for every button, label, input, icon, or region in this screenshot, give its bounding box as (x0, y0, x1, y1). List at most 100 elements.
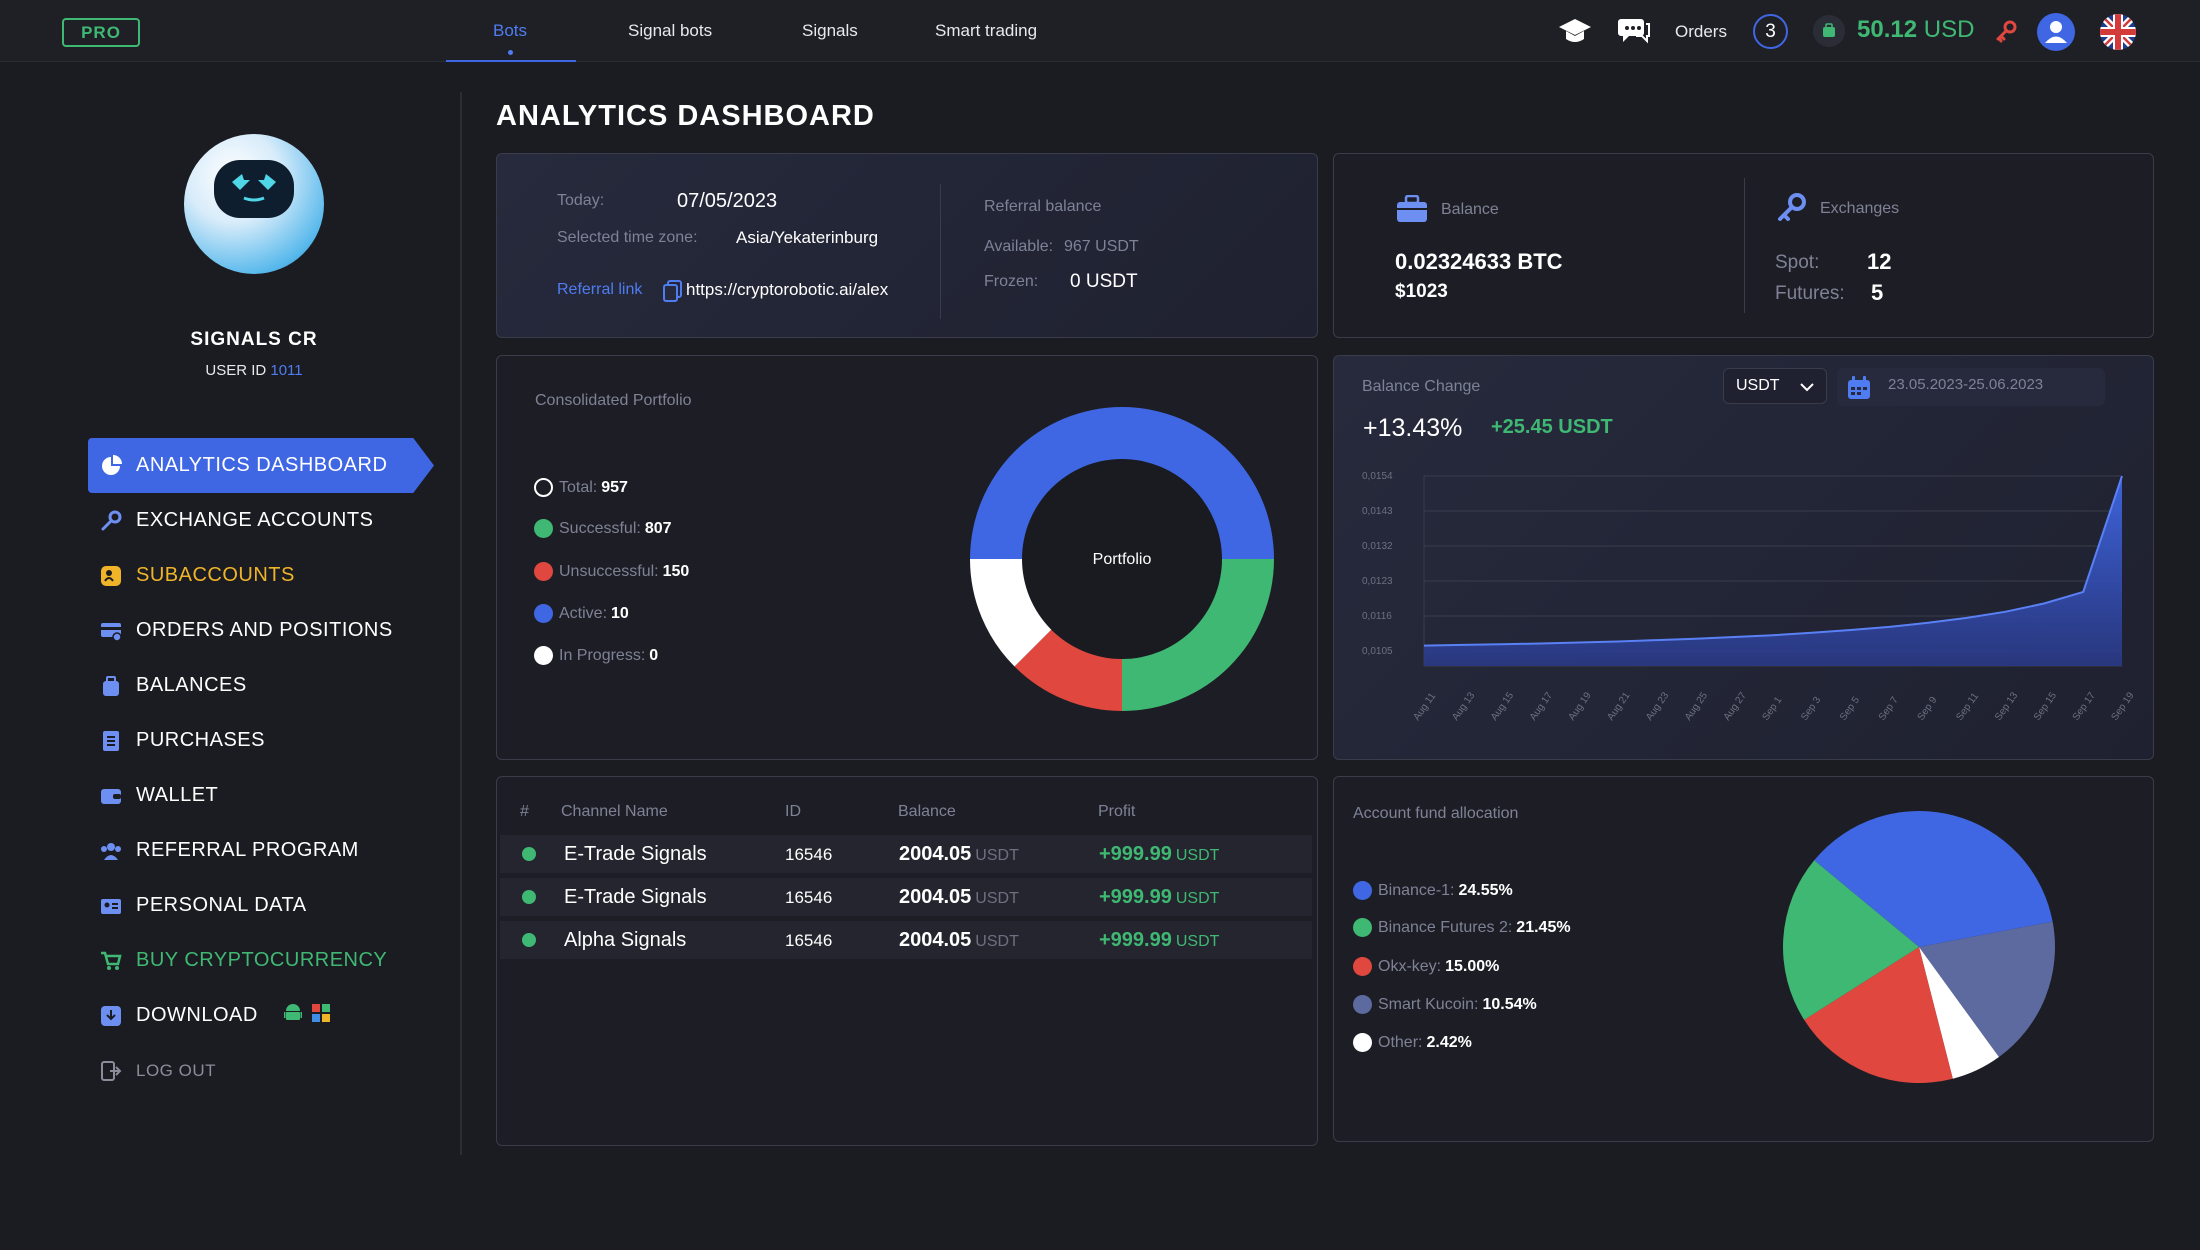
legend-dot (534, 604, 553, 623)
balance-amount: 2004.05 (899, 886, 972, 908)
status-dot (522, 890, 536, 904)
profit-amount: +999.99 (1099, 929, 1172, 951)
legend-dot (534, 519, 553, 538)
legend-value: 2.42% (1426, 1033, 1472, 1051)
pie-slice-binance-1 (1814, 811, 2053, 947)
x-tick-label: Aug 21 (1605, 690, 1632, 723)
portfolio-donut-chart: Portfolio (970, 407, 1274, 711)
x-tick-label: Sep 11 (1954, 691, 1981, 723)
header-balance[interactable]: 50.12 USD (1857, 16, 1974, 44)
wallet-icon (1813, 15, 1845, 47)
profile-robot-avatar[interactable] (184, 134, 324, 274)
user-avatar[interactable] (2037, 13, 2075, 51)
profit-amount: +999.99 (1099, 886, 1172, 908)
uk-flag-icon[interactable] (2099, 13, 2137, 56)
sidebar-item-exchange-accounts[interactable]: EXCHANGE ACCOUNTS (88, 493, 434, 548)
sidebar-item-balances[interactable]: BALANCES (88, 658, 434, 713)
sidebar-item-label: LOG OUT (136, 1060, 217, 1080)
allocation-legend-binance-futures-2: Binance Futures 2: 21.45% (1353, 918, 1571, 937)
balance-btc-value: 0.02324633 BTC (1395, 249, 1563, 274)
y-tick-label: 0,0154 (1362, 471, 1393, 482)
briefcase-icon (1396, 194, 1428, 228)
sidebar-divider (460, 92, 462, 1155)
futures-label: Futures: (1775, 283, 1845, 304)
status-dot (522, 933, 536, 947)
legend-dot (534, 562, 553, 581)
sidebar-item-log-out[interactable]: LOG OUT (88, 1043, 434, 1098)
legend-label: Okx-key: (1378, 957, 1442, 975)
x-tick-label: Aug 13 (1450, 690, 1477, 723)
legend-label: Other: (1378, 1033, 1423, 1051)
referral-link-value[interactable]: https://cryptorobotic.ai/alex (686, 280, 889, 299)
orders-count-badge[interactable]: 3 (1753, 14, 1788, 49)
balance-change-title: Balance Change (1362, 378, 1481, 395)
frozen-label: Frozen: (984, 273, 1039, 290)
legend-label: In Progress: (559, 646, 646, 664)
date-range-picker[interactable]: 23.05.2023-25.06.2023 (1837, 368, 2105, 406)
timezone-label: Selected time zone: (557, 229, 698, 246)
x-tick-label: Sep 19 (2109, 690, 2136, 723)
available-value: 967 USDT (1064, 238, 1139, 255)
wallet-bag-icon (88, 675, 136, 697)
sidebar-item-download[interactable]: DOWNLOAD (88, 988, 434, 1043)
key-icon[interactable] (1995, 20, 2017, 49)
graduation-cap-icon[interactable] (1558, 16, 1592, 51)
table-row[interactable]: Alpha Signals 16546 2004.05 USDT +999.99 U… (500, 921, 1312, 959)
channel-balance: 2004.05 USDT (899, 843, 1019, 866)
sidebar-item-analytics-dashboard[interactable]: ANALYTICS DASHBOARD (88, 438, 434, 493)
balance-unit: USDT (975, 933, 1019, 950)
active-tab-underline (446, 60, 576, 62)
sidebar-item-purchases[interactable]: PURCHASES (88, 713, 434, 768)
table-row[interactable]: E-Trade Signals 16546 2004.05 USDT +999.9… (500, 878, 1312, 916)
android-icon[interactable] (283, 1003, 302, 1029)
legend-unsuccessful: Unsuccessful: 150 (534, 562, 689, 581)
portfolio-card: Consolidated Portfolio Total: 957 Succes… (496, 355, 1318, 760)
legend-label: Active: (559, 604, 608, 622)
sidebar-item-orders-and-positions[interactable]: ORDERS AND POSITIONS (88, 603, 434, 658)
sidebar-item-label: SUBACCOUNTS (136, 564, 295, 586)
sidebar-item-personal-data[interactable]: PERSONAL DATA (88, 878, 434, 933)
pro-badge[interactable]: PRO (62, 18, 140, 47)
tab-bots[interactable]: Bots (493, 21, 528, 40)
tab-signal-bots[interactable]: Signal bots (628, 21, 713, 40)
timezone-value[interactable]: Asia/Yekaterinburg (736, 228, 879, 247)
legend-dot (1353, 881, 1372, 900)
legend-total: Total: 957 (534, 478, 628, 497)
balance-label: Balance (1441, 201, 1499, 218)
table-header-channel-name: Channel Name (561, 803, 668, 820)
currency-select[interactable]: USDT (1723, 368, 1827, 404)
orders-label[interactable]: Orders (1675, 22, 1727, 41)
legend-label: Binance Futures 2: (1378, 918, 1513, 936)
channel-profit: +999.99 USDT (1099, 886, 1219, 909)
active-tab-dot (508, 50, 513, 55)
sidebar-item-referral-program[interactable]: REFERRAL PROGRAM (88, 823, 434, 878)
legend-value: 150 (662, 562, 690, 580)
allocation-pie-chart (1783, 811, 2055, 1083)
sidebar-item-label: BUY CRYPTOCURRENCY (136, 949, 388, 971)
legend-successful: Successful: 807 (534, 519, 672, 538)
x-tick-label: Aug 15 (1489, 690, 1516, 723)
tab-signals[interactable]: Signals (802, 21, 858, 40)
windows-icon[interactable] (311, 1003, 330, 1028)
sidebar-item-subaccounts[interactable]: SUBACCOUNTS (88, 548, 434, 603)
profile-user-name: SIGNALS CR (190, 329, 318, 350)
legend-value: 957 (601, 478, 628, 496)
sidebar-item-label: BALANCES (136, 674, 247, 696)
copy-icon[interactable] (663, 280, 683, 307)
frozen-value: 0 USDT (1070, 271, 1138, 292)
available-label: Available: (984, 238, 1054, 255)
table-row[interactable]: E-Trade Signals 16546 2004.05 USDT +999.9… (500, 835, 1312, 873)
referral-link-label[interactable]: Referral link (557, 281, 643, 298)
pie-slice-okx-key (1804, 947, 1953, 1083)
sidebar-item-buy-cryptocurrency[interactable]: BUY CRYPTOCURRENCY (88, 933, 434, 988)
tab-smart-trading[interactable]: Smart trading (935, 21, 1038, 40)
sidebar-item-wallet[interactable]: WALLET (88, 768, 434, 823)
referral-balance-label: Referral balance (984, 198, 1102, 215)
x-tick-label: Sep 3 (1799, 695, 1823, 723)
spot-value: 12 (1867, 249, 1892, 274)
legend-dot (1353, 995, 1372, 1014)
balance-amount: 2004.05 (899, 929, 972, 951)
chat-icon[interactable] (1618, 15, 1652, 52)
table-header-balance: Balance (898, 803, 956, 820)
info-divider (940, 184, 941, 319)
